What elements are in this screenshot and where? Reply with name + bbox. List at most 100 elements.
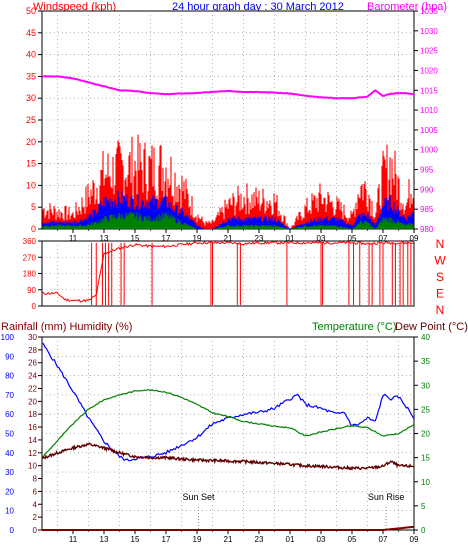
windspeed-header: Windspeed (kph) [33,1,116,13]
windspeed-tick-label: 15 [26,159,36,169]
rainfall-tick-label: 8 [33,475,38,484]
barometer-axis: 980 985 990 995 1000 1005 1010 1015 1020 1025 1030… [414,7,438,234]
rainfall-tick-label: 16 [28,423,37,432]
windspeed-tick-label: 40 [26,50,36,60]
humidity-tick-label: 100 [1,333,15,342]
compass-label: W [434,254,446,268]
windspeed-tick-label: 5 [31,202,36,212]
humidity-tick-label: 70 [5,391,14,400]
rainfall-tick-label: 22 [28,384,37,393]
rainfall-tick-label: 4 [33,500,38,509]
x-tick-label: 05 [348,234,357,243]
x-tick-label: 09 [410,535,419,544]
windspeed-tick-label: 20 [26,137,36,147]
humidity-tick-label: 0 [10,526,15,535]
x-tick-label: 13 [100,234,109,243]
temperature-tick-label: 40 [421,333,430,342]
x-tick-label: 07 [379,234,388,243]
x-tick-label: 23 [255,234,264,243]
windspeed-tick-label: 45 [26,28,36,38]
temperature-tick-label: 15 [421,454,430,463]
direction-axis: 0 90 180 270 360 [23,237,42,311]
rainfall-tick-label: 10 [28,462,37,471]
x-tick-label: 15 [131,535,140,544]
windspeed-tick-label: 30 [26,93,36,103]
graph-title: 24 hour graph day : 30 March 2012 [172,1,344,13]
rain-humidity-header: Rainfall (mm) Humidity (%) [1,321,132,333]
barometer-tick-label: 1000 [420,146,438,155]
barometer-tick-label: 995 [420,166,434,175]
rainfall-tick-label: 18 [28,410,37,419]
temperature-tick-label: 10 [421,478,430,487]
x-tick-label: 11 [69,535,78,544]
sun-annotations: Sun Set Sun Rise [183,492,405,530]
temperature-tick-label: 20 [421,430,430,439]
barometer-tick-label: 980 [420,225,434,234]
wind-direction-line [41,240,415,303]
rainfall-tick-label: 30 [28,333,37,342]
barometer-tick-label: 1035 [420,7,438,16]
temperature-tick-label: 5 [421,502,426,511]
rainfall-tick-label: 28 [28,346,37,355]
climate-panel-grid [42,337,414,530]
temperature-line [41,389,414,458]
windspeed-tick-label: 50 [26,6,36,16]
x-tick-label: 07 [379,535,388,544]
sun-annotation-label: Sun Rise [368,492,405,502]
windspeed-axis: 0 5 10 15 20 25 30 35 40 45 50 [26,6,42,234]
temperature-axis: 0 5 10 15 20 25 30 35 40 [414,333,430,535]
barometer-header: Barometer (hpa) [367,1,447,13]
x-tick-label: 09 [410,234,419,243]
barometer-tick-label: 985 [420,205,434,214]
temperature-tick-label: 0 [421,526,426,535]
x-tick-label: 13 [100,535,109,544]
humidity-tick-label: 60 [5,410,14,419]
x-tick-label: 03 [317,234,326,243]
direction-panel-grid [42,241,414,306]
humidity-tick-label: 40 [5,449,14,458]
x-tick-label: 19 [193,535,202,544]
climate-panel-x-axis: 11 13 15 17 19 21 23 01 03 05 07 09 [57,530,419,544]
sun-annotation-label: Sun Set [183,492,216,502]
direction-tick-label: 0 [32,302,37,311]
barometer-tick-label: 1030 [420,27,438,36]
x-tick-label: 05 [348,535,357,544]
barometer-tick-label: 1010 [420,106,438,115]
x-tick-label: 21 [224,234,233,243]
compass-label: N [436,237,445,251]
humidity-tick-label: 50 [5,430,14,439]
direction-tick-label: 270 [23,253,37,262]
climate-panel-frame [41,336,415,531]
rainfall-tick-label: 20 [28,397,37,406]
barometer-tick-label: 990 [420,185,434,194]
wind-direction-spikes [91,242,412,306]
humidity-tick-label: 30 [5,468,14,477]
direction-tick-label: 360 [23,237,37,246]
x-tick-label: 03 [317,535,326,544]
x-tick-label: 23 [255,535,264,544]
direction-tick-label: 90 [27,286,36,295]
windspeed-tick-label: 35 [26,71,36,81]
x-tick-label: 11 [69,234,78,243]
direction-tick-label: 180 [23,270,37,279]
temperature-header: Temperature (°C) [312,321,396,333]
temperature-tick-label: 35 [421,357,430,366]
x-tick-label: 19 [193,234,202,243]
temperature-tick-label: 30 [421,381,430,390]
humidity-tick-label: 90 [5,352,14,361]
rainfall-tick-label: 0 [33,526,38,535]
x-tick-label: 21 [224,535,233,544]
x-tick-label: 01 [286,234,295,243]
rainfall-tick-label: 2 [33,513,38,522]
dew-point-header: Dew Point (°C) [395,321,468,333]
barometer-tick-label: 1025 [420,47,438,56]
humidity-tick-label: 10 [5,507,14,516]
barometer-tick-label: 1020 [420,66,438,75]
humidity-tick-label: 80 [5,372,14,381]
humidity-axis: 0 10 20 30 40 50 60 70 80 90 100 [1,333,15,535]
x-tick-label: 15 [131,234,140,243]
rainfall-tick-label: 6 [33,487,38,496]
direction-panel-frame [41,240,415,307]
